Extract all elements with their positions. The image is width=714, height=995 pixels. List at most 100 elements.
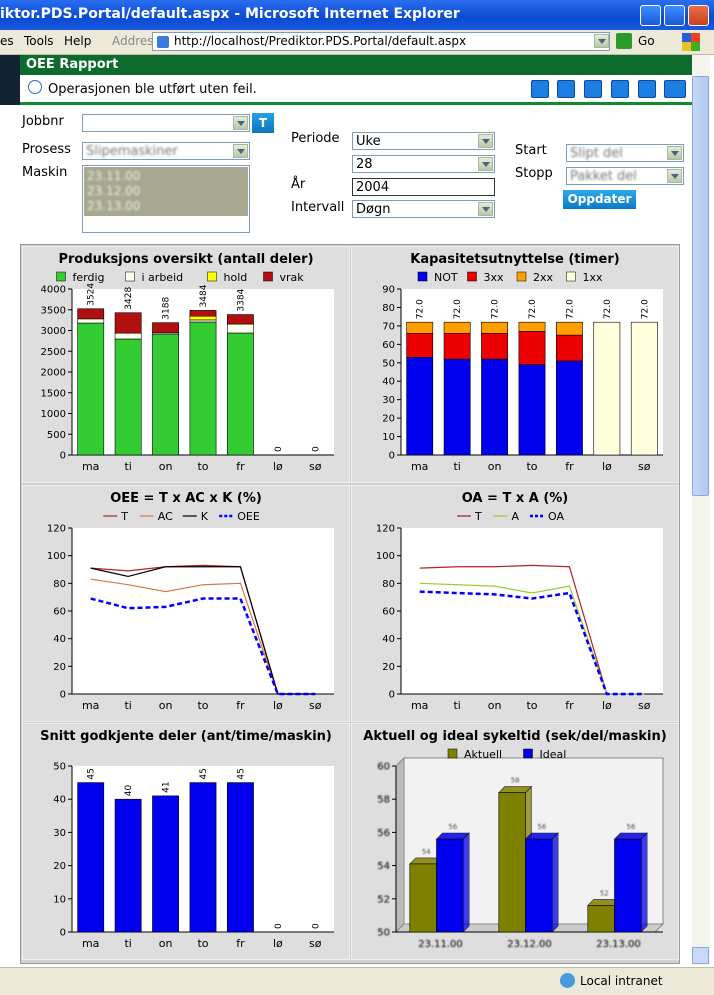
select-value: Slipemaskiner: [86, 144, 178, 159]
legend-label: vrak: [280, 271, 305, 284]
menu-item[interactable]: Help: [64, 34, 92, 48]
y-tick-label: 54: [377, 861, 390, 872]
menu-item[interactable]: Tools: [24, 34, 54, 48]
y-tick-label: 60: [382, 340, 395, 351]
total-label: 72.0: [453, 299, 463, 319]
chart-title: Kapasitetsutnyttelse (timer): [410, 252, 619, 267]
input-value: 2004: [356, 180, 390, 195]
y-tick-label: 40: [53, 795, 66, 806]
stopp-select[interactable]: Pakket del: [566, 167, 684, 185]
y-tick-label: 0: [389, 451, 395, 462]
bar: [227, 782, 254, 933]
select-value: Døgn: [356, 202, 391, 217]
x-tick-label: lø: [602, 699, 612, 712]
list-item[interactable]: 23.13.00: [87, 199, 141, 213]
go-icon[interactable]: [616, 33, 632, 49]
x-tick-label: on: [159, 460, 173, 473]
oppdater-button[interactable]: Oppdater: [563, 190, 636, 209]
legend-label: T: [120, 510, 128, 523]
select-value: 28: [356, 157, 373, 172]
key-button[interactable]: [664, 80, 686, 98]
back-button[interactable]: [531, 80, 549, 98]
address-dropdown[interactable]: [593, 33, 610, 51]
y-tick-label: 100: [376, 551, 395, 562]
legend-label: AC: [158, 510, 173, 523]
y-tick-label: 120: [47, 524, 66, 535]
bar-segment: [406, 356, 434, 456]
ar-input[interactable]: 2004: [352, 178, 495, 196]
minimize-button[interactable]: [640, 5, 661, 26]
x-tick-label: ti: [453, 460, 460, 473]
legend-marker: [56, 271, 66, 282]
y-tick-label: 1500: [41, 388, 66, 399]
bar-segment: [227, 323, 254, 334]
prosess-select[interactable]: Slipemaskiner: [82, 142, 250, 160]
bar-top: [435, 832, 470, 840]
close-button[interactable]: [688, 5, 709, 26]
x-tick-label: on: [159, 699, 173, 712]
bar-segment: [481, 358, 508, 456]
bar-segment: [481, 321, 508, 334]
scroll-down[interactable]: [692, 947, 709, 964]
x-tick-label: 23.12.00: [507, 939, 552, 950]
bar-segment: [114, 338, 142, 456]
bar-segment: [556, 360, 583, 456]
intervall-select[interactable]: Døgn: [352, 200, 495, 218]
y-tick-label: 30: [53, 828, 66, 839]
jobbnr-select[interactable]: [82, 114, 250, 132]
go-button[interactable]: Go: [638, 34, 655, 48]
t-button[interactable]: T: [252, 113, 274, 133]
field-label: Maskin: [22, 165, 68, 180]
chart-title: OEE = T x AC x K (%): [110, 491, 262, 506]
bar-top: [498, 786, 533, 793]
menu-item[interactable]: es: [0, 34, 14, 48]
print-button[interactable]: [611, 80, 629, 98]
value-label: 56: [537, 823, 546, 831]
field-label: Stopp: [515, 166, 553, 181]
select-value: Slipt del: [570, 146, 623, 161]
bar-segment: [114, 332, 142, 340]
y-tick-label: 58: [377, 795, 390, 806]
periode-select[interactable]: Uke: [352, 132, 495, 150]
info-button[interactable]: [638, 80, 656, 98]
refresh-button[interactable]: [557, 80, 575, 98]
scroll-thumb[interactable]: [692, 76, 709, 496]
bar-segment: [152, 322, 179, 334]
zone-text: Local intranet: [580, 974, 663, 988]
x-tick-label: fr: [236, 699, 245, 712]
start-select[interactable]: Slipt del: [566, 144, 684, 162]
x-tick-label: sø: [309, 937, 322, 950]
x-tick-label: lø: [273, 699, 283, 712]
list-item[interactable]: 23.11.00: [87, 169, 141, 183]
legend-label: ferdig: [73, 271, 105, 284]
value-label: 56: [626, 823, 635, 831]
total-label: 72.0: [565, 299, 575, 319]
field-label: Periode: [291, 131, 340, 146]
dropdown-arrow: [478, 134, 493, 148]
x-tick-label: ti: [453, 699, 460, 712]
help-button[interactable]: [584, 80, 602, 98]
maximize-button[interactable]: [664, 5, 685, 26]
y-tick-label: 80: [382, 579, 395, 590]
bar-segment: [406, 321, 434, 334]
total-label: 3384: [236, 288, 246, 311]
value-label: 54: [422, 848, 431, 856]
field-label: Prosess: [22, 142, 71, 157]
address-box[interactable]: [152, 32, 610, 51]
legend-label: i arbeid: [142, 271, 184, 284]
x-tick-label: ma: [411, 460, 428, 473]
line: [90, 597, 316, 696]
address-label: Address: [112, 34, 160, 48]
bar-segment: [630, 321, 658, 456]
bar-segment: [77, 308, 105, 320]
uke-select[interactable]: 28: [352, 155, 495, 173]
legend-label: 2xx: [533, 271, 554, 284]
dropdown-arrow: [478, 157, 493, 171]
y-tick-label: 60: [377, 762, 390, 773]
legend-label: 1xx: [583, 271, 604, 284]
x-tick-label: sø: [309, 460, 322, 473]
maskin-list[interactable]: 23.11.00 23.12.00 23.13.00: [82, 165, 250, 233]
list-item[interactable]: 23.12.00: [87, 184, 141, 198]
bar: [409, 863, 437, 933]
legend-label: OA: [548, 510, 564, 523]
